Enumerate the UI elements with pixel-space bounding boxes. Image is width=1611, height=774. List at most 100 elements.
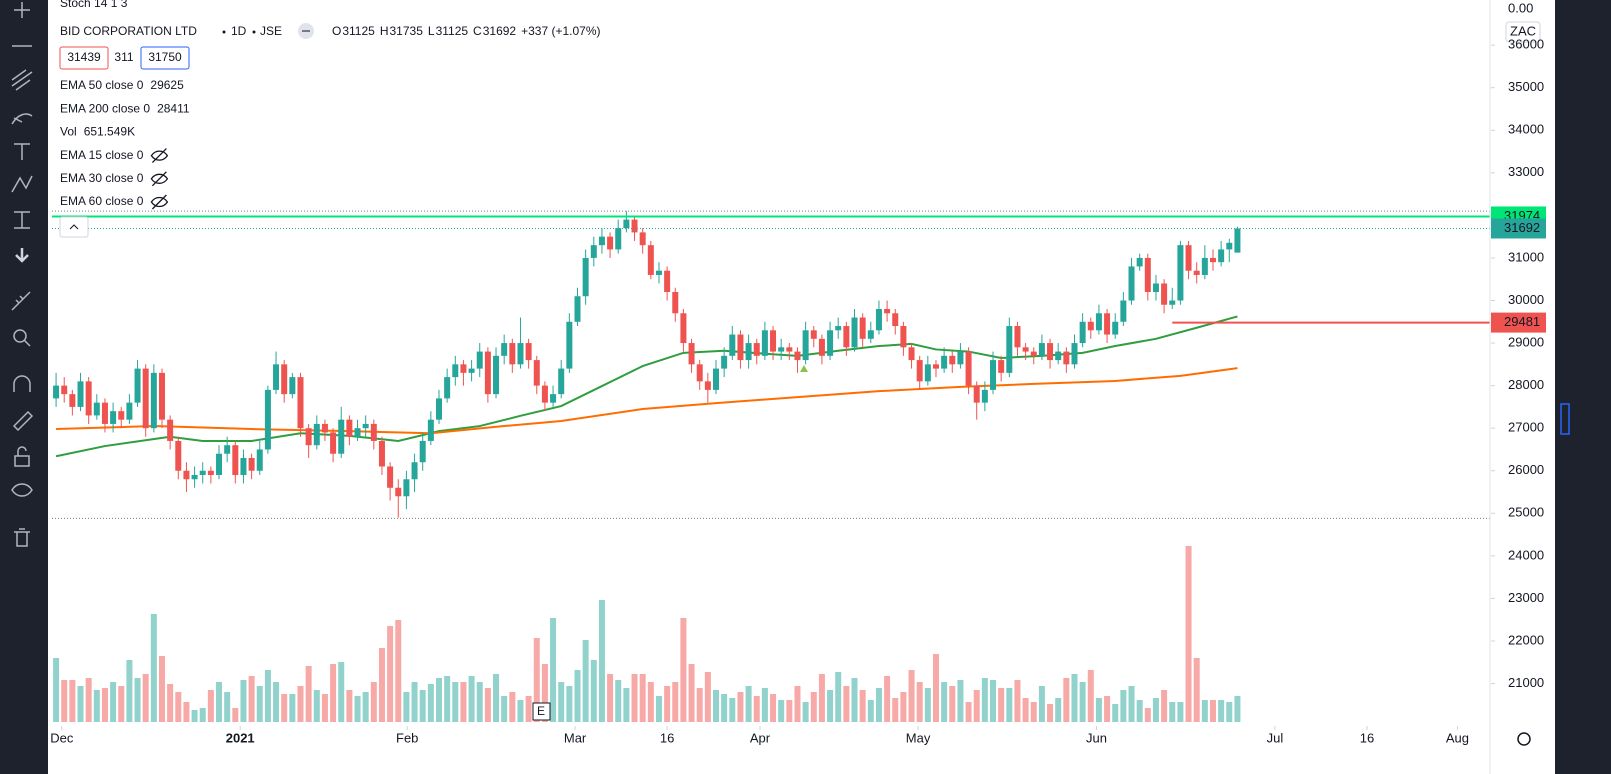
- volume-bar: [1022, 698, 1029, 722]
- candle-body: [631, 219, 638, 233]
- delete-tool[interactable]: [14, 528, 30, 547]
- toolbar-icons[interactable]: [11, 2, 34, 547]
- pattern-tool[interactable]: [11, 175, 33, 193]
- collapse-icon: [69, 224, 79, 230]
- candle-body: [598, 236, 605, 246]
- y-tick-label: 29000: [1508, 334, 1544, 349]
- volume-bar: [631, 674, 638, 722]
- volume-bar: [1169, 702, 1176, 722]
- candle-body: [387, 466, 394, 488]
- volume-bar: [248, 676, 255, 722]
- candle-body: [1136, 257, 1143, 267]
- candle-body: [973, 385, 980, 403]
- volume-bar: [1112, 704, 1119, 722]
- volume-bar: [541, 664, 548, 722]
- hidden-icon[interactable]: [150, 194, 169, 210]
- volume-bar: [1087, 670, 1094, 722]
- volume-bar: [1177, 702, 1184, 722]
- settings-button[interactable]: [1517, 732, 1531, 746]
- volume-bar: [1063, 678, 1070, 722]
- candle-body: [427, 419, 434, 441]
- volume-bar: [281, 694, 288, 722]
- candle-body: [1038, 343, 1045, 356]
- earnings-box[interactable]: [532, 702, 551, 721]
- candle-body: [281, 364, 288, 395]
- zoom-handle[interactable]: [23, 339, 31, 347]
- volume-bar: [330, 664, 337, 722]
- measure-tool[interactable]: [14, 211, 30, 229]
- crosshair-tool[interactable]: [14, 2, 30, 18]
- x-tick-label: Mar: [564, 730, 587, 745]
- candle-body: [851, 317, 858, 348]
- volume-bar: [639, 674, 646, 722]
- ohlc-label: C: [473, 24, 482, 38]
- lock-tool[interactable]: [14, 446, 30, 467]
- candle-body: [77, 381, 84, 407]
- candle-body: [908, 347, 915, 361]
- candle-body: [61, 385, 68, 395]
- stoch-axis-label: 0.00: [1508, 0, 1533, 15]
- volume-bar: [688, 664, 695, 722]
- plot-area: [52, 44, 1495, 730]
- y-tick-label: 26000: [1508, 462, 1544, 477]
- candle-body: [574, 296, 581, 322]
- candle-body: [1112, 321, 1119, 335]
- volume-bar: [387, 626, 394, 722]
- ohlc-label: L: [428, 24, 435, 38]
- candle-body: [566, 321, 573, 369]
- magnet-tool[interactable]: [13, 375, 31, 392]
- volume-bar: [1152, 698, 1159, 722]
- volume-bar: [216, 682, 223, 722]
- hidden-icon[interactable]: [150, 148, 169, 164]
- volume-bar: [941, 682, 948, 722]
- candle-body: [655, 270, 662, 275]
- candle-body: [680, 313, 687, 344]
- volume-bar: [900, 692, 907, 722]
- ohlc-value: 31735: [390, 24, 424, 38]
- candle-body: [126, 402, 133, 420]
- visibility-tool[interactable]: [11, 483, 33, 497]
- zoom-tool[interactable]: [13, 329, 27, 343]
- fib-tool[interactable]: [11, 69, 33, 91]
- volume-bar: [835, 672, 842, 722]
- candle-body: [199, 470, 206, 476]
- volume-bar: [607, 674, 614, 722]
- candle-body: [607, 236, 614, 250]
- hidden-icon[interactable]: [150, 171, 169, 187]
- y-tick-label: 35000: [1508, 79, 1544, 94]
- ruler-tool[interactable]: [11, 291, 31, 311]
- volume-bar: [655, 696, 662, 722]
- candle-body: [753, 343, 760, 356]
- candle-body: [452, 364, 459, 378]
- candle-body: [900, 326, 907, 348]
- text-tool[interactable]: [14, 143, 30, 160]
- candle-body: [867, 330, 874, 339]
- ask-box[interactable]: [140, 46, 190, 70]
- y-tick-label: 23000: [1508, 590, 1544, 605]
- volume-bar: [118, 686, 125, 722]
- candle-body: [158, 372, 165, 420]
- volume-bar: [525, 696, 532, 722]
- candle-body: [175, 440, 182, 471]
- candle-body: [745, 343, 752, 361]
- brush-tool[interactable]: [11, 113, 33, 125]
- collapse-button[interactable]: [59, 216, 89, 238]
- bid-box[interactable]: [59, 46, 109, 70]
- side-handle[interactable]: [1560, 403, 1570, 435]
- indicator-top: Stoch 14 1 3: [60, 0, 128, 10]
- volume-bar: [69, 680, 76, 722]
- volume-bar: [264, 670, 271, 722]
- ohlc-value: 31125: [436, 24, 469, 38]
- x-tick-label: 2021: [226, 730, 255, 745]
- candle-body: [1209, 257, 1216, 263]
- candle-body: [1193, 270, 1200, 275]
- volume-bar: [770, 694, 777, 722]
- candle-body: [550, 394, 557, 403]
- currency-box[interactable]: [1505, 21, 1541, 43]
- candle-body: [916, 360, 923, 382]
- spread: 311: [114, 50, 133, 64]
- lock-drawing-tool[interactable]: [12, 410, 34, 432]
- candle-body: [843, 326, 850, 348]
- volume-bar: [908, 670, 915, 722]
- arrow-tool[interactable]: [15, 248, 29, 263]
